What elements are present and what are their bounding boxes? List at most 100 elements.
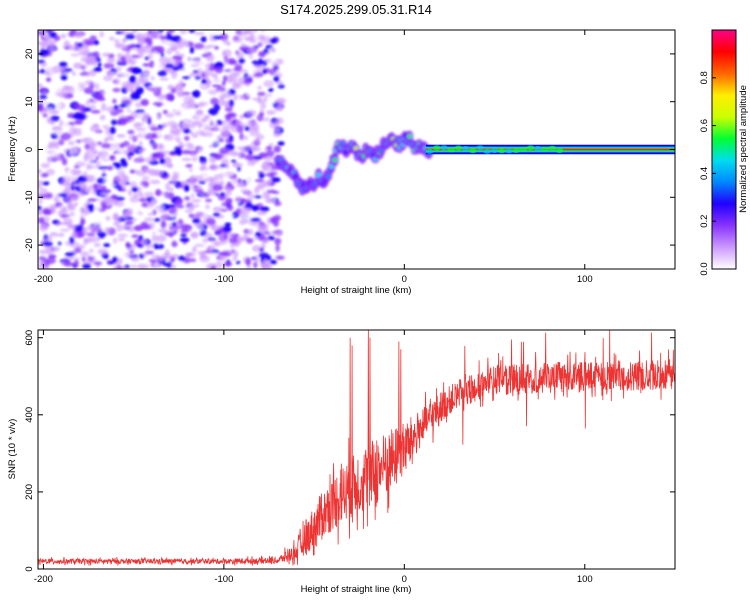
noise-blob (118, 117, 128, 126)
noise-blob (210, 73, 216, 78)
noise-blob (135, 212, 142, 221)
noise-blob (154, 222, 161, 226)
noise-blob (43, 37, 51, 42)
noise-blob (213, 138, 219, 147)
noise-blob (277, 141, 285, 146)
noise-blob (49, 231, 59, 238)
noise-blob (212, 206, 224, 213)
noise-blob (102, 75, 113, 82)
noise-blob (177, 255, 186, 262)
noise-blob (191, 198, 202, 203)
noise-blob (97, 165, 109, 170)
noise-blob (205, 198, 213, 203)
noise-blob (273, 58, 278, 64)
noise-blob (118, 104, 129, 108)
noise-blob (123, 209, 133, 217)
y-tick-label: 20 (24, 49, 35, 60)
carrier-speckle (447, 147, 456, 153)
noise-blob (221, 225, 232, 233)
noise-blob (89, 35, 97, 41)
noise-blob (129, 181, 138, 189)
noise-blob (149, 243, 155, 249)
noise-blob (169, 264, 177, 269)
noise-blob (105, 127, 111, 136)
noise-blob (49, 183, 58, 188)
noise-blob (196, 212, 204, 216)
noise-blob (225, 214, 236, 218)
noise-blob (38, 264, 47, 269)
noise-blob (240, 189, 251, 193)
noise-blob (100, 106, 107, 112)
noise-blob (180, 224, 191, 231)
noise-blob (265, 254, 272, 261)
noise-blob (238, 94, 245, 100)
noise-blob (52, 196, 58, 201)
noise-blob (164, 40, 171, 46)
noise-blob (178, 122, 190, 127)
noise-blob (213, 103, 221, 112)
noise-blob (199, 193, 211, 197)
noise-blob (48, 40, 58, 44)
noise-blob (160, 220, 167, 229)
noise-blob (189, 46, 195, 54)
noise-blob (116, 176, 122, 183)
noise-blob (82, 137, 94, 145)
noise-blob (52, 150, 60, 157)
noise-blob (98, 235, 105, 239)
noise-blob (88, 205, 94, 213)
noise-blob (131, 234, 139, 238)
noise-blob (171, 240, 178, 248)
noise-blob (273, 219, 280, 227)
noise-blob (161, 122, 168, 128)
noise-blob (66, 203, 77, 211)
noise-blob (93, 243, 101, 248)
noise-blob (192, 59, 201, 63)
noise-blob (202, 237, 209, 244)
noise-blob (125, 40, 137, 45)
noise-blob (60, 74, 68, 81)
noise-blob (188, 213, 195, 218)
noise-blob (237, 265, 247, 269)
noise-blob (181, 157, 192, 162)
noise-blob (154, 217, 161, 223)
noise-blob (263, 80, 274, 88)
noise-blob (243, 36, 253, 40)
noise-blob (165, 63, 174, 69)
noise-blob (173, 158, 182, 163)
noise-blob (232, 256, 238, 261)
noise-blob (150, 114, 160, 120)
noise-blob (93, 261, 103, 266)
noise-blob (146, 207, 151, 214)
noise-blob (205, 72, 210, 80)
spectrogram-y-label: Frequency (Hz) (7, 116, 18, 181)
noise-blob (165, 248, 170, 257)
noise-blob (62, 85, 71, 92)
carrier-speckle (519, 146, 528, 152)
noise-blob (127, 189, 133, 196)
noise-blob (93, 66, 103, 72)
noise-blob (112, 87, 121, 93)
noise-blob (112, 98, 117, 104)
noise-blob (39, 132, 46, 140)
noise-blob (142, 63, 151, 67)
snr-y-label: SNR (10 * v/v) (7, 419, 18, 480)
noise-blob (147, 53, 154, 60)
noise-blob (110, 199, 120, 204)
noise-blob (207, 244, 216, 251)
noise-blob (126, 143, 138, 151)
noise-blob (172, 171, 180, 179)
noise-blob (269, 38, 277, 44)
noise-blob (255, 231, 262, 237)
noise-blob (274, 237, 282, 245)
noise-blob (167, 84, 174, 90)
noise-blob (225, 41, 231, 46)
noise-blob (206, 118, 213, 125)
noise-blob (243, 207, 252, 211)
noise-blob (93, 92, 104, 101)
noise-blob (169, 130, 175, 135)
noise-blob (186, 144, 195, 150)
noise-blob (177, 184, 184, 188)
noise-blob (104, 137, 115, 141)
noise-blob (141, 202, 148, 208)
noise-blob (189, 130, 194, 135)
